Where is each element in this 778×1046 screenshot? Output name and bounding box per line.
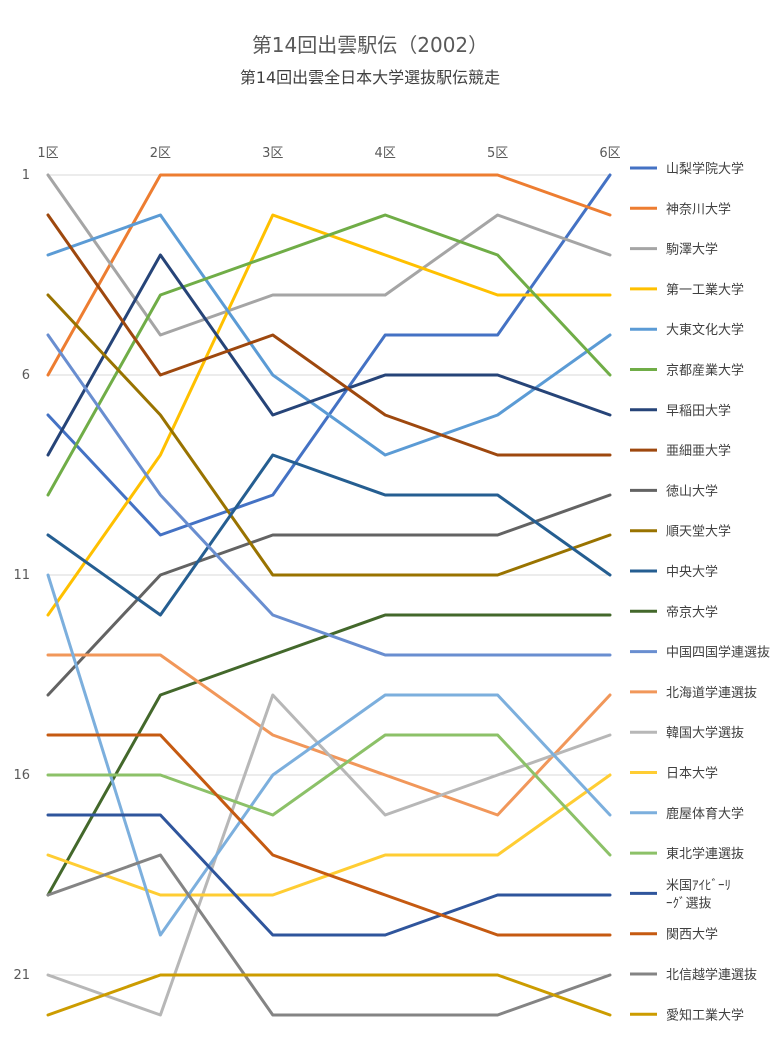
legend-label: 日本大学 [666, 766, 718, 782]
series-line [46, 333, 612, 657]
y-tick-label: 21 [13, 968, 30, 983]
series-line [46, 293, 612, 577]
x-tick-label: 1区 [37, 146, 58, 161]
series-line [46, 693, 612, 1017]
legend-label: 第一工業大学 [666, 282, 744, 298]
series-line [46, 773, 612, 897]
legend-label: 京都産業大学 [666, 363, 744, 379]
legend-label: 北信越学連選抜 [666, 967, 757, 983]
x-tick-label: 5区 [487, 146, 508, 161]
series-line [46, 213, 612, 497]
legend-label: 亜細亜大学 [666, 443, 731, 459]
series-line [46, 733, 612, 857]
y-tick-label: 6 [22, 368, 30, 383]
series-line [46, 573, 612, 937]
series-line [46, 733, 612, 937]
legend-label: 韓国大学選抜 [666, 725, 744, 741]
legend-label: 愛知工業大学 [666, 1007, 744, 1023]
legend-label: 帝京大学 [666, 604, 718, 620]
series-line [46, 213, 612, 457]
x-tick-label: 6区 [599, 146, 620, 161]
series-line [46, 853, 612, 1017]
legend-label: 神奈川大学 [666, 201, 731, 217]
legend: 山梨学院大学神奈川大学駒澤大学第一工業大学大東文化大学京都産業大学早稲田大学亜細… [630, 161, 770, 1023]
legend-label: 米国ｱｲﾋﾞｰﾘｰｸﾞ選抜 [666, 878, 731, 911]
series-line [46, 253, 612, 457]
x-axis-tick-labels: 1区 2区 3区 4区 5区 6区 [37, 146, 620, 161]
series-line [46, 453, 612, 617]
x-tick-label: 2区 [150, 146, 171, 161]
series-line [46, 973, 612, 1017]
y-tick-label: 16 [13, 768, 30, 783]
chart-title: 第14回出雲駅伝（2002） [252, 33, 488, 57]
y-tick-label: 1 [22, 168, 30, 183]
legend-label: 東北学連選抜 [666, 846, 744, 862]
series-line [46, 493, 612, 697]
series-line [46, 813, 612, 937]
series-line [46, 173, 612, 537]
legend-label: 中国四国学連選抜 [666, 645, 770, 661]
legend-label: 早稲田大学 [666, 403, 731, 419]
series-line [46, 213, 612, 457]
legend-label: 徳山大学 [666, 483, 718, 499]
series-line [46, 173, 612, 337]
legend-label: 大東文化大学 [666, 322, 744, 338]
x-tick-label: 3区 [262, 146, 283, 161]
series-lines [46, 173, 612, 1017]
y-tick-label: 11 [13, 568, 30, 583]
legend-label: 中央大学 [666, 564, 718, 580]
legend-label: 順天堂大学 [666, 524, 731, 540]
legend-label: 北海道学連選抜 [666, 685, 757, 701]
chart-subtitle: 第14回出雲全日本大学選抜駅伝競走 [240, 68, 500, 87]
legend-label: 山梨学院大学 [666, 161, 744, 177]
legend-label: 鹿屋体育大学 [666, 806, 744, 822]
series-line [46, 173, 612, 377]
legend-label: 駒澤大学 [666, 242, 718, 258]
legend-label: 関西大学 [666, 927, 718, 943]
x-tick-label: 4区 [375, 146, 396, 161]
